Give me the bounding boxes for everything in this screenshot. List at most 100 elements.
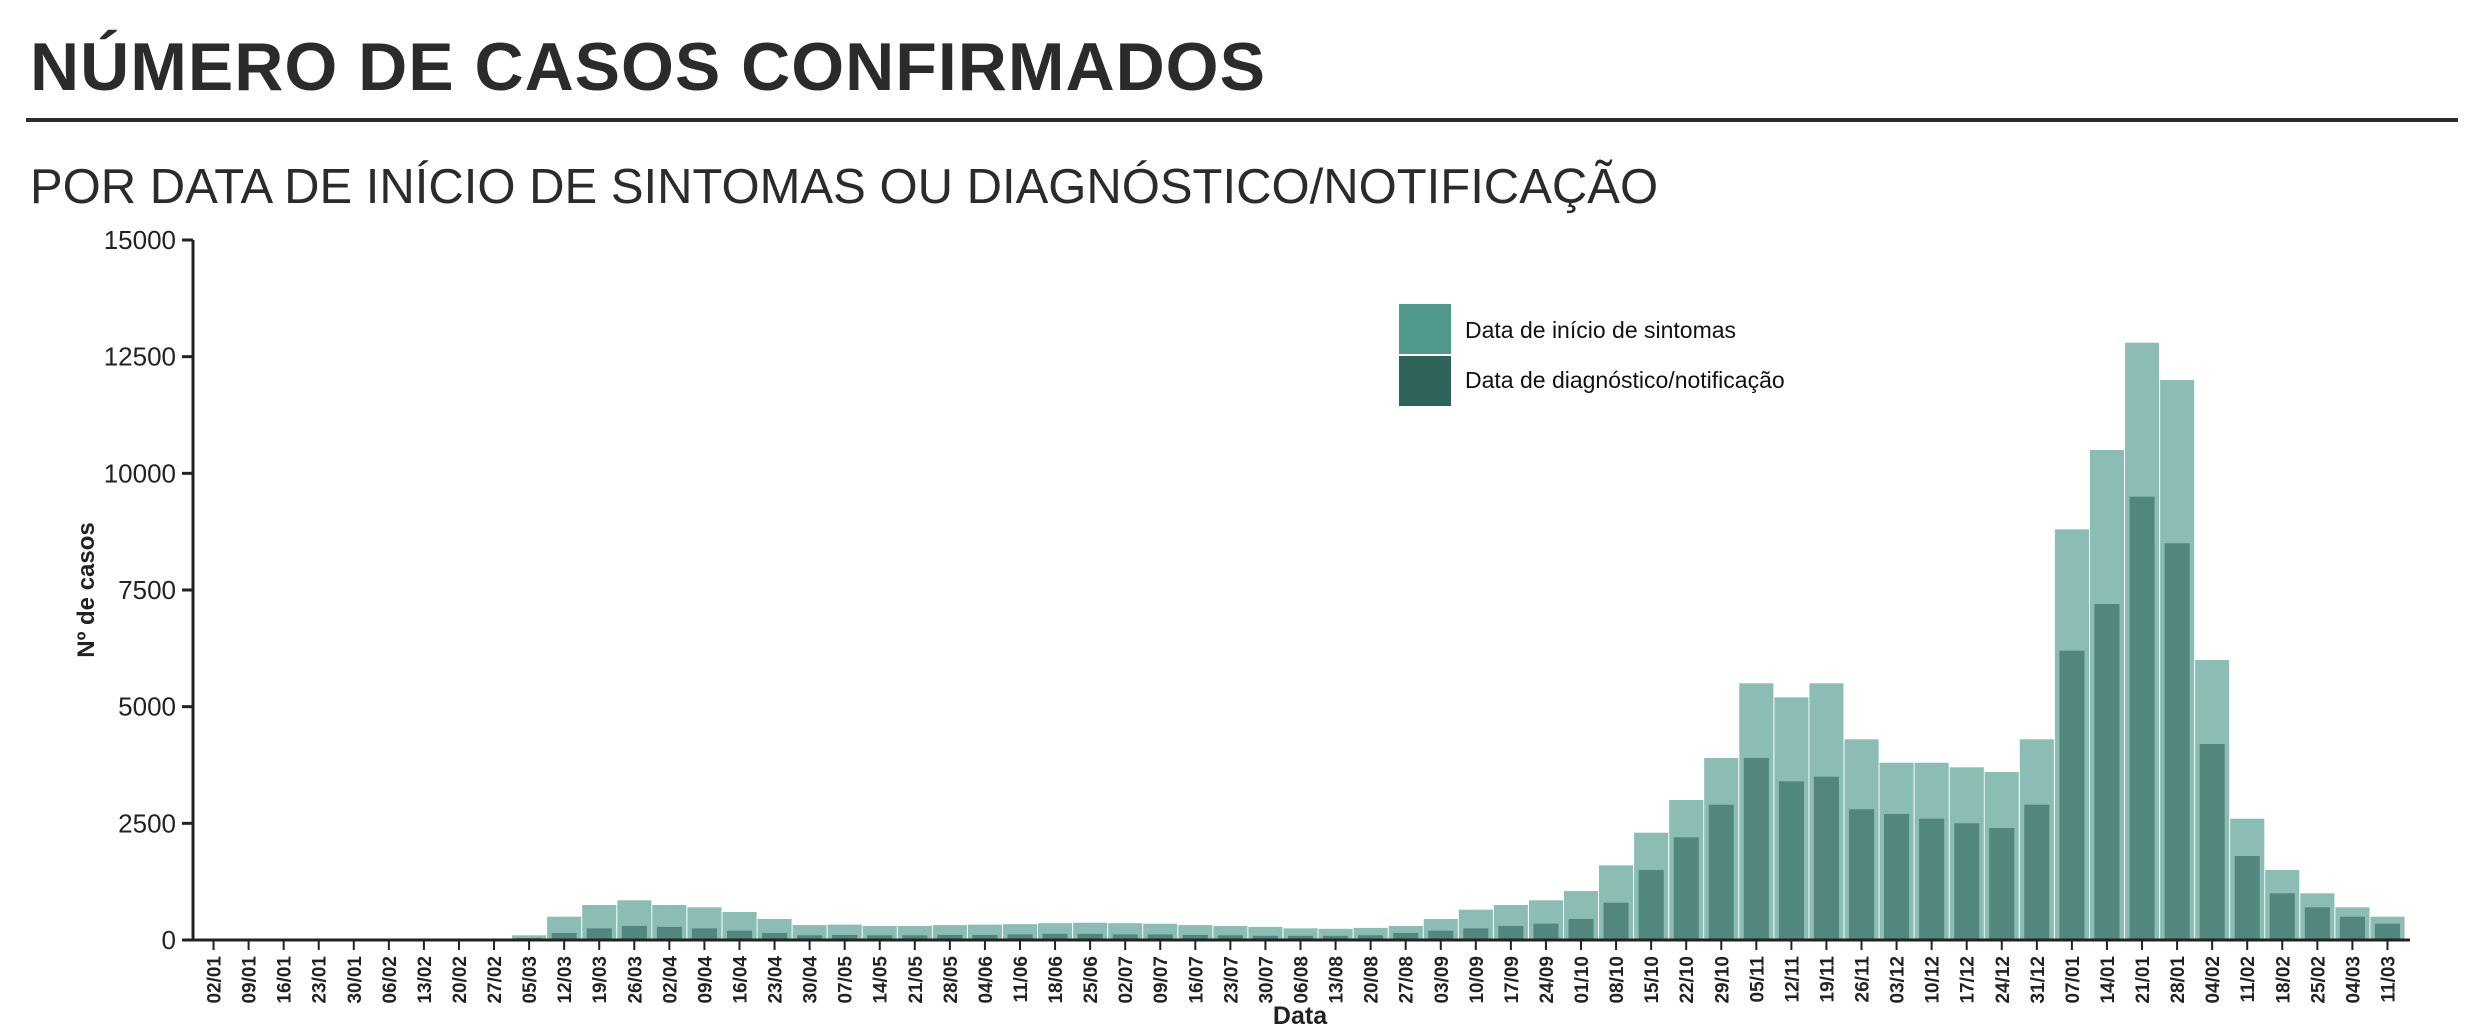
diagnosis-bar-27-08 [1393, 933, 1419, 940]
x-tick-label: 19/11 [1817, 956, 1838, 1003]
x-tick-label: 24/12 [1993, 956, 2014, 1004]
diagnosis-bar-17-09 [1498, 926, 1524, 940]
x-tick-label: 21/01 [2133, 956, 2154, 1004]
x-tick-label: 16/07 [1186, 956, 1207, 1004]
y-axis-ticks: 0 2500 5000 7500 10000 12500 15000 [104, 225, 193, 955]
x-tick-label: 04/03 [2343, 956, 2364, 1004]
diagnosis-bar-13-08 [1323, 935, 1349, 940]
y-tick-label: 12500 [104, 342, 176, 372]
series-symptom-onset [512, 342, 2405, 940]
symptom-onset-bar-13-08 [1318, 928, 1353, 940]
x-tick-label: 02/01 [205, 956, 226, 1004]
diagnosis-bar-17-12 [1954, 823, 1980, 940]
x-tick-label: 24/09 [1537, 956, 1558, 1004]
x-tick-label: 13/02 [415, 956, 436, 1004]
x-tick-label: 22/10 [1677, 956, 1698, 1004]
diagnosis-bar-03-09 [1428, 930, 1454, 940]
x-tick-label: 20/02 [450, 956, 471, 1004]
x-tick-label: 14/01 [2098, 956, 2119, 1004]
diagnosis-bar-28-01 [2164, 543, 2190, 940]
diagnosis-bar-22-10 [1673, 837, 1699, 940]
diagnosis-bar-10-09 [1463, 928, 1489, 940]
x-tick-label: 29/10 [1712, 956, 1733, 1004]
x-tick-label: 01/10 [1572, 956, 1593, 1004]
diagnosis-bar-25-02 [2304, 907, 2330, 940]
y-tick-label: 2500 [118, 808, 176, 838]
series-diagnosis-notification [516, 496, 2400, 940]
diagnosis-bar-23-04 [762, 933, 788, 940]
x-tick-label: 15/10 [1642, 956, 1663, 1004]
x-tick-label: 10/12 [1923, 956, 1944, 1004]
diagnosis-bar-14-05 [867, 935, 893, 940]
x-tick-label: 02/07 [1116, 956, 1137, 1004]
x-tick-label: 30/04 [801, 956, 822, 1004]
diagnosis-bar-29-10 [1708, 804, 1734, 940]
x-tick-label: 27/08 [1397, 956, 1418, 1004]
symptom-onset-bar-05-03 [512, 935, 547, 940]
diagnosis-bar-30-04 [797, 935, 823, 940]
diagnosis-bar-19-11 [1813, 776, 1839, 940]
x-tick-label: 30/07 [1256, 956, 1277, 1004]
x-tick-label: 11/06 [1011, 956, 1032, 1003]
x-tick-label: 17/12 [1958, 956, 1979, 1004]
legend-swatch-symptom-onset [1399, 304, 1451, 354]
x-tick-label: 07/05 [836, 956, 857, 1004]
diagnosis-bar-20-08 [1358, 935, 1384, 940]
x-axis-label: Data [1273, 1002, 1328, 1030]
diagnosis-bar-25-06 [1077, 933, 1103, 940]
x-tick-label: 27/02 [485, 956, 506, 1004]
diagnosis-bar-11-02 [2234, 856, 2260, 940]
x-tick-label: 25/02 [2308, 956, 2329, 1004]
diagnosis-bar-07-01 [2059, 650, 2085, 940]
symptom-onset-bar-06-08 [1283, 928, 1318, 940]
diagnosis-bar-14-01 [2094, 604, 2120, 940]
y-tick-label: 0 [162, 925, 176, 955]
x-axis-ticks: 02/01 09/01 16/01 23/01 30/01 06/02 13/02 20/02… [205, 940, 2399, 1004]
diagnosis-bar-02-04 [656, 926, 682, 940]
x-tick-label: 07/01 [2063, 956, 2084, 1004]
y-tick-label: 5000 [118, 692, 176, 722]
x-tick-label: 06/02 [380, 956, 401, 1004]
title-divider [26, 118, 2458, 122]
x-tick-label: 17/09 [1502, 956, 1523, 1004]
y-tick-label: 7500 [118, 575, 176, 605]
x-tick-label: 12/11 [1782, 956, 1803, 1003]
x-tick-label: 06/08 [1292, 956, 1313, 1004]
diagnosis-bar-04-02 [2199, 744, 2225, 940]
diagnosis-bar-10-12 [1919, 818, 1945, 940]
y-axis-label: Nº de casos [73, 522, 100, 658]
diagnosis-bar-19-03 [586, 928, 612, 940]
chart-title: NÚMERO DE CASOS CONFIRMADOS [30, 29, 1266, 105]
diagnosis-bar-08-10 [1603, 902, 1629, 940]
diagnosis-bar-21-05 [902, 935, 928, 940]
diagnosis-bar-30-07 [1252, 935, 1278, 940]
x-tick-label: 25/06 [1081, 956, 1102, 1004]
x-tick-label: 04/06 [976, 956, 997, 1004]
x-tick-label: 14/05 [871, 956, 892, 1004]
x-tick-label: 05/03 [520, 956, 541, 1004]
diagnosis-bar-21-01 [2129, 496, 2155, 940]
diagnosis-bar-05-11 [1743, 758, 1769, 940]
x-tick-label: 12/03 [555, 956, 576, 1004]
diagnosis-bar-15-10 [1638, 870, 1664, 940]
diagnosis-bar-28-05 [937, 934, 963, 940]
legend-swatch-diagnosis-notification [1399, 356, 1451, 406]
x-tick-label: 10/09 [1467, 956, 1488, 1004]
x-tick-label: 26/03 [625, 956, 646, 1004]
x-tick-label: 04/02 [2203, 956, 2224, 1004]
x-tick-label: 20/08 [1362, 956, 1383, 1004]
x-tick-label: 23/01 [310, 956, 331, 1004]
diagnosis-bar-16-04 [727, 930, 753, 940]
diagnosis-bar-12-03 [551, 933, 577, 940]
diagnosis-bar-09-04 [691, 928, 717, 940]
x-tick-label: 19/03 [590, 956, 611, 1004]
x-tick-label: 03/09 [1432, 956, 1453, 1004]
x-tick-label: 23/07 [1221, 956, 1242, 1004]
diagnosis-bar-18-06 [1042, 933, 1068, 940]
legend-label-symptom-onset: Data de início de sintomas [1465, 317, 1736, 343]
x-tick-label: 18/06 [1046, 956, 1067, 1004]
x-tick-label: 02/04 [660, 956, 681, 1004]
diagnosis-bar-11-03 [2374, 923, 2400, 940]
y-tick-label: 10000 [104, 458, 176, 488]
